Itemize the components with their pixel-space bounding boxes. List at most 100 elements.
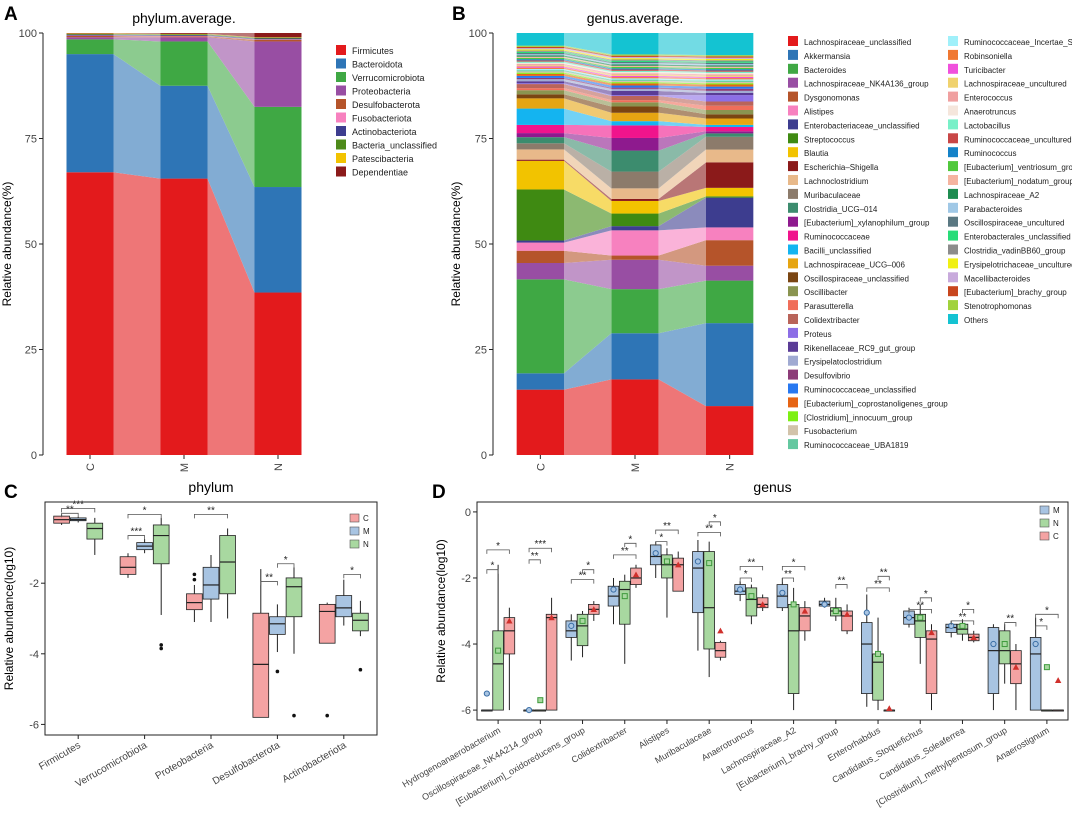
mean-marker [790,601,797,608]
area-connector [564,53,612,64]
series-48 [516,46,754,58]
bar-segment [706,109,754,115]
legend-label: Lachnospiraceae_unclassified [804,38,911,47]
bracket-line [61,507,96,513]
box-N [661,548,673,618]
bar-segment [516,73,564,76]
legend-swatch [788,188,798,199]
area-connector [113,172,161,455]
area-connector [207,85,255,293]
legend-item: Alistipes [788,105,834,117]
mean-marker [821,601,828,608]
mean-marker [1012,663,1020,670]
legend-swatch [1039,518,1050,528]
box-body [503,617,516,655]
bar-segment [516,50,564,52]
area-connector [658,87,706,91]
series-6 [516,197,754,243]
area-connector [564,189,612,241]
bar-segment [66,33,114,35]
legend-label: Actinobacteriota [352,127,417,137]
series-34 [516,64,754,76]
bar-segment [516,250,564,263]
bar-segment [706,136,754,150]
significance-label: ** [874,579,882,590]
y-tick-label: 0 [31,450,37,462]
significance-bracket: ** [781,569,795,582]
bar-segment [611,67,659,69]
bar-segment [706,265,754,281]
legend-swatch [948,147,958,158]
box-body [661,554,673,579]
mean-marker [525,706,533,714]
significance-label: * [628,534,632,545]
bar-segment [706,61,754,63]
significance-bracket: * [739,569,752,582]
legend-label: Patescibacteria [352,154,414,164]
legend: Firmicutes Bacteroidota Verrucomicrobiota P… [336,45,437,178]
box-N [914,604,926,664]
legend-label: Bacteroides [804,66,846,75]
bar-segment [611,112,659,122]
area-connector [113,54,161,179]
legend-swatch [788,355,798,366]
series-10 [516,149,754,199]
area-connector [658,65,706,68]
bar-segment [611,75,659,78]
mean-marker [675,561,682,568]
legend-label: Enterobacteriaceae_unclassified [804,121,920,130]
significance-label: ** [579,571,587,582]
bar-segment [611,200,659,214]
bar-segment [254,33,302,38]
legend-swatch [948,188,958,199]
series-32 [516,66,754,79]
bar-segment [611,102,659,107]
y-tick-label: 100 [469,28,487,40]
legend-item: Fusobacteriota [336,112,412,124]
outlier-point [192,572,197,577]
bar-segment [706,65,754,67]
bar-segment [516,94,564,99]
legend-label: Ruminococcaceae_uncultured [964,135,1072,144]
x-tick-label: M [630,463,642,472]
y-tick-label: 75 [475,134,487,146]
mean-marker [843,611,851,617]
legend-swatch [1039,531,1050,541]
legend-swatch [788,77,798,88]
area-connector [658,59,706,62]
legend-label: Dysgonomonas [804,94,860,103]
bar-segment [706,127,754,132]
bar-segment [516,71,564,73]
area-connector [658,323,706,407]
area-connector [564,230,612,256]
legend-swatch [336,153,346,163]
area-connector [658,58,706,61]
legend-item: Turicibacter [948,63,1006,75]
box-body [672,557,684,592]
legend-swatch [336,58,346,69]
area-connector [207,36,255,42]
series-1 [516,323,754,407]
mean-marker [737,586,744,593]
box-C [841,604,853,635]
significance-bracket: * [781,557,806,571]
bar-segment [254,187,302,293]
area-connector [564,48,612,59]
legend-label: [Eubacterium]_xylanophilum_group [804,219,930,228]
bar-segment [706,133,754,137]
area-connector [113,39,161,86]
area-connector [564,90,612,107]
legend-item: Parasutterella [788,300,854,311]
series-28 [516,71,754,84]
legend-item: [Eubacterium]_coprostanoligenes_group [788,397,948,408]
box-body [86,522,104,540]
legend-swatch [948,119,958,130]
legend-item: Dysgonomonas [788,91,860,103]
legend-label: [Clostridium]_innocuum_group [804,413,913,422]
legend-item: Lachnospiraceae_NK4A136_group [788,77,929,89]
bar-segment [706,66,754,68]
mean-marker [663,558,670,565]
chart-title: genus.average. [587,10,684,26]
legend-swatch [788,286,798,297]
series-17 [516,94,754,119]
